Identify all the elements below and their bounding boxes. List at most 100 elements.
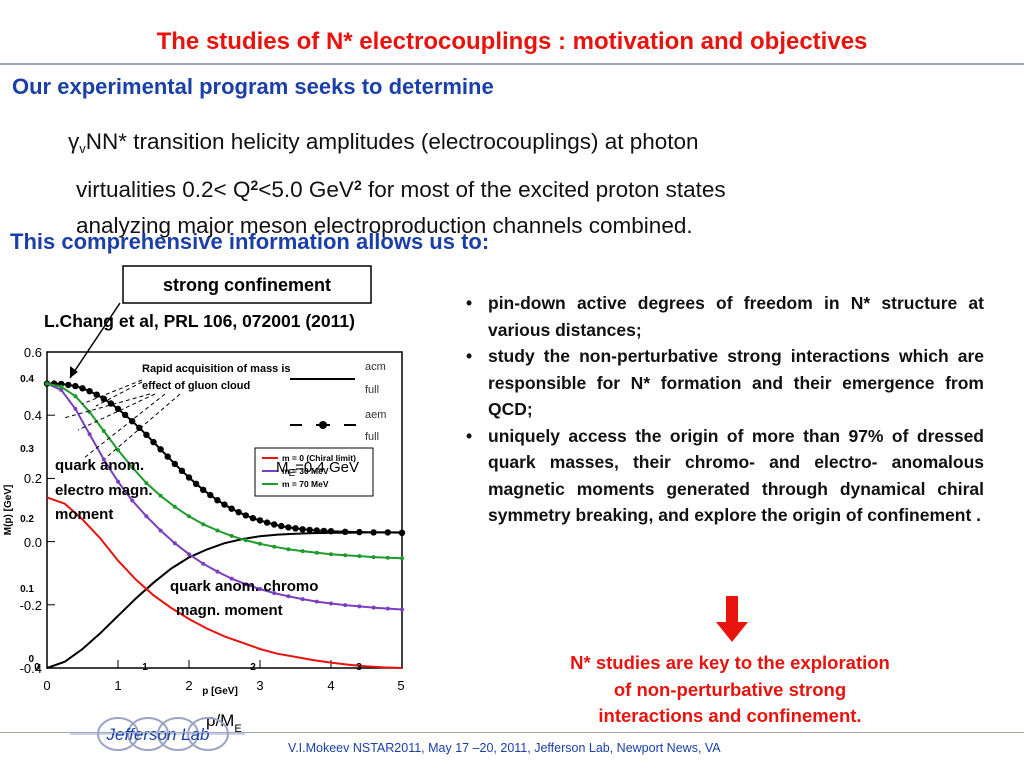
q-squared-superscript: 2 bbox=[250, 177, 259, 193]
data-point bbox=[116, 479, 120, 484]
legend-top-label: full bbox=[365, 431, 379, 443]
data-point bbox=[371, 555, 376, 560]
logo-text: Jefferson Lab bbox=[105, 725, 209, 744]
data-point bbox=[343, 603, 348, 608]
x-tick-label: 2 bbox=[185, 678, 192, 693]
data-point bbox=[215, 569, 220, 574]
conclusion-line: interactions and confinement. bbox=[598, 705, 862, 726]
legend-marker-aem bbox=[319, 421, 327, 429]
reference-label: L.Chang et al, PRL 106, 072001 (2011) bbox=[44, 311, 355, 331]
title-divider bbox=[0, 63, 1024, 65]
quark-mass-function-chart: 0 1 2 3 4 5 0.6 0.4 0.2 0.0 -0.2 -0.4 0.… bbox=[3, 265, 406, 735]
data-point bbox=[207, 491, 214, 499]
data-point bbox=[271, 521, 278, 528]
data-point bbox=[299, 526, 306, 533]
y-tick-label: -0.4 bbox=[20, 661, 42, 676]
inner-y-tick-label: 0.2 bbox=[20, 514, 34, 525]
data-point bbox=[329, 601, 333, 606]
inset-legend-label: m = 0 (Chiral limit) bbox=[282, 453, 356, 463]
data-point bbox=[157, 446, 164, 453]
data-point bbox=[187, 552, 191, 557]
data-point bbox=[221, 501, 228, 508]
data-point bbox=[242, 512, 249, 519]
gluon-note: Rapid acquisition of mass is bbox=[142, 363, 291, 375]
data-point bbox=[201, 561, 206, 566]
data-point bbox=[385, 606, 390, 611]
data-point bbox=[215, 528, 220, 533]
inner-y-tick-label: 0.1 bbox=[20, 584, 34, 595]
data-point bbox=[385, 555, 390, 560]
data-point bbox=[229, 576, 234, 581]
intro-line-2-c: for most of the excited proton states bbox=[361, 177, 726, 202]
data-point bbox=[201, 522, 206, 527]
objective-item: uniquely access the origin of more than … bbox=[462, 423, 984, 529]
series-line-3 bbox=[46, 382, 403, 611]
data-point bbox=[73, 394, 78, 399]
data-point bbox=[172, 541, 177, 546]
data-point bbox=[286, 594, 291, 599]
gluon-pointers bbox=[63, 379, 181, 459]
data-point bbox=[73, 406, 78, 411]
footer-text: V.I.Mokeev NSTAR2011, May 17 –20, 2011, … bbox=[288, 741, 721, 755]
data-point bbox=[172, 504, 177, 509]
data-point bbox=[400, 556, 404, 561]
me-label: ME=0.4 GeV bbox=[276, 459, 359, 479]
data-point bbox=[258, 587, 262, 591]
data-point bbox=[130, 498, 135, 503]
data-point bbox=[101, 457, 106, 462]
data-point bbox=[101, 429, 106, 433]
series-line-2 bbox=[46, 496, 403, 669]
plot-frame bbox=[46, 351, 403, 669]
confinement-pointer-head bbox=[70, 366, 78, 378]
data-point bbox=[129, 418, 136, 425]
data-point bbox=[93, 391, 100, 398]
data-point bbox=[249, 515, 257, 522]
data-point bbox=[116, 448, 120, 452]
data-point bbox=[164, 453, 171, 460]
data-point bbox=[371, 605, 376, 610]
intro-line-1-text: NN* transition helicity amplitudes (elec… bbox=[85, 129, 699, 154]
legend-top-label: aem bbox=[365, 409, 386, 421]
y-tick-label: 0.6 bbox=[24, 345, 42, 360]
objective-item: pin-down active degrees of freedom in N*… bbox=[462, 290, 984, 343]
objectives-list: pin-down active degrees of freedom in N*… bbox=[462, 290, 984, 529]
data-point bbox=[235, 509, 242, 516]
data-point bbox=[121, 411, 129, 419]
legend-top-label: full bbox=[365, 384, 379, 396]
data-point bbox=[256, 517, 264, 524]
inner-x-tick-label: 3 bbox=[356, 662, 362, 673]
quark-chromo-label: quark anom. chromo bbox=[170, 578, 318, 595]
objective-item: study the non-perturbative strong intera… bbox=[462, 343, 984, 423]
data-point bbox=[314, 550, 319, 555]
data-point bbox=[263, 519, 271, 526]
strong-confinement-box bbox=[122, 265, 372, 304]
data-point bbox=[400, 607, 404, 612]
data-point bbox=[100, 395, 108, 402]
data-point bbox=[343, 553, 348, 558]
y-tick-label: 0.2 bbox=[24, 471, 42, 486]
inner-y-tick-label: 0.4 bbox=[20, 374, 34, 385]
data-point bbox=[144, 514, 149, 519]
quark-electro-label: electro magn. bbox=[55, 482, 153, 499]
gev-squared-superscript: 2 bbox=[353, 177, 362, 193]
x-axis-label-inner: p [GeV] bbox=[202, 686, 238, 697]
data-point bbox=[300, 549, 305, 554]
intro-line-3: analyzing major meson electroproduction … bbox=[76, 213, 693, 238]
x-tick-label: 3 bbox=[256, 678, 263, 693]
x-tick-label: 1 bbox=[114, 678, 121, 693]
data-point bbox=[272, 591, 277, 596]
intro-line-1: γvNN* transition helicity amplitudes (el… bbox=[68, 124, 928, 167]
data-point bbox=[243, 582, 248, 587]
data-point bbox=[59, 387, 64, 392]
axis-ticks bbox=[46, 351, 403, 669]
data-point bbox=[136, 424, 143, 431]
section-heading-allows: This comprehensive information allows us… bbox=[10, 229, 490, 254]
data-point bbox=[272, 544, 277, 549]
jefferson-lab-logo: Jefferson Lab bbox=[70, 717, 245, 751]
conclusion-text: N* studies are key to the exploration of… bbox=[470, 650, 990, 730]
data-point bbox=[171, 460, 178, 468]
data-point bbox=[158, 493, 163, 498]
gluon-note: effect of gluon cloud bbox=[142, 380, 250, 392]
data-point bbox=[200, 486, 207, 493]
intro-paragraph: γvNN* transition helicity amplitudes (el… bbox=[68, 124, 928, 244]
